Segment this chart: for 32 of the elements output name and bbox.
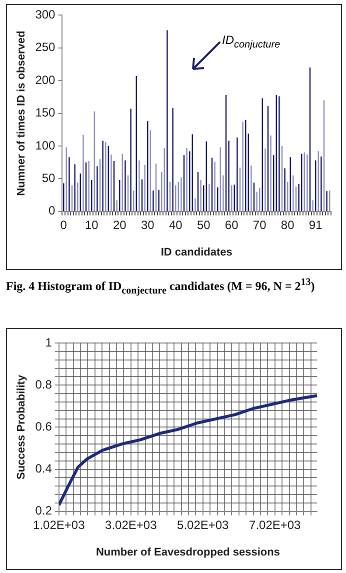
x-tick-label: 3.02E+03 bbox=[105, 518, 158, 532]
x-axis-title: Number of Eavesdropped sessions bbox=[96, 546, 280, 558]
y-tick-label: 200 bbox=[35, 72, 56, 87]
x-tick-label: 20 bbox=[112, 218, 127, 232]
y-tick-label: 0.6 bbox=[35, 420, 52, 434]
y-tick-label: 0.2 bbox=[35, 504, 52, 518]
y-tick-label: 0.8 bbox=[35, 377, 52, 392]
x-tick-label: 1.02E+03 bbox=[33, 518, 86, 532]
caption: Fig. 4 Histogram of ID$_{conjecture}$ candidates (M = 96, N = 2$^{13}$) bbox=[6, 276, 316, 298]
y-tick-label: 0 bbox=[48, 204, 56, 218]
annotation: ID$_{conjucture}$ bbox=[222, 33, 280, 50]
y-tick-label: 0.4 bbox=[35, 462, 52, 476]
x-axis-title: ID candidates bbox=[160, 246, 232, 258]
x-tick-label: 7.02E+03 bbox=[249, 518, 302, 532]
y-axis-title: Success Probability bbox=[16, 374, 28, 480]
x-tick-label: 5.02E+03 bbox=[177, 518, 230, 532]
x-tick-label: 40 bbox=[168, 218, 183, 232]
x-tick-label: 80 bbox=[280, 218, 295, 232]
x-tick-label: 60 bbox=[224, 218, 239, 232]
y-tick-label: 300 bbox=[35, 8, 56, 22]
x-tick-label: 50 bbox=[196, 218, 211, 232]
y-tick-label: 250 bbox=[35, 40, 56, 54]
y-tick-label: 150 bbox=[35, 106, 56, 120]
x-tick-label: 91 bbox=[308, 218, 323, 232]
y-tick-label: 50 bbox=[42, 171, 56, 186]
x-tick-label: 10 bbox=[84, 218, 99, 232]
x-tick-label: 70 bbox=[252, 218, 267, 232]
x-tick-label: 30 bbox=[140, 218, 155, 232]
y-tick-label: 100 bbox=[35, 138, 56, 152]
x-tick-label: 0 bbox=[60, 218, 68, 232]
y-axis-title: Numner of times ID is observed bbox=[16, 30, 28, 196]
y-tick-label: 1 bbox=[45, 335, 52, 350]
